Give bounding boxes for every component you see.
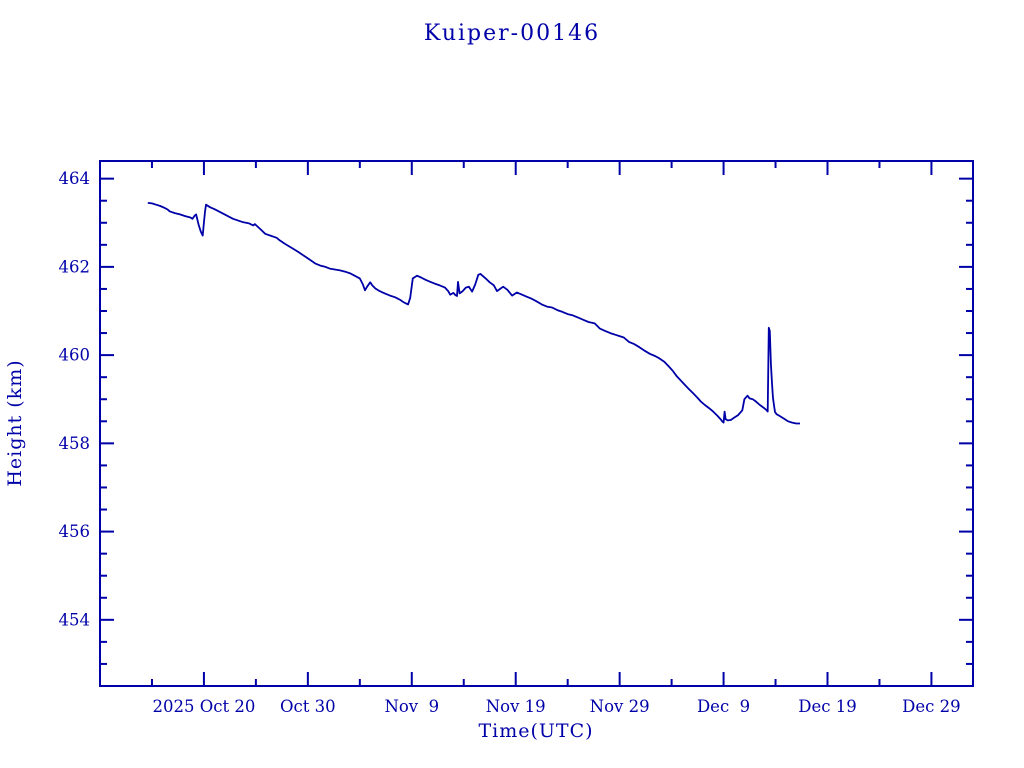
y-axis-title: Height (km) (4, 359, 26, 486)
x-tick-label: Nov 9 (384, 697, 439, 716)
series-height (147, 202, 800, 425)
y-tick-label: 460 (59, 346, 91, 365)
x-tick-label: Dec 19 (798, 697, 856, 716)
data-series-line (147, 202, 800, 425)
plot-frame (99, 160, 974, 687)
x-tick-label: Nov 19 (486, 697, 546, 716)
tick-labels: 2025 Oct 20 Oct 30 Nov 9 Nov 19 Nov 29 Dec 9 D… (59, 169, 961, 716)
x-tick-label: Dec 9 (697, 697, 750, 716)
plot-axes-box (99, 160, 974, 687)
x-tick-label: Oct 30 (280, 697, 336, 716)
chart-title: Kuiper-00146 (424, 21, 600, 46)
x-tick-label: Dec 29 (902, 697, 960, 716)
y-tick-label: 458 (59, 434, 91, 453)
x-tick-label: 2025 Oct 20 (152, 697, 255, 716)
y-tick-label: 464 (59, 169, 91, 188)
x-tick-label: Nov 29 (590, 697, 650, 716)
y-tick-label: 462 (59, 257, 91, 276)
y-tick-label: 456 (59, 522, 91, 541)
y-tick-label: 454 (59, 610, 91, 629)
x-axis-title: Time(UTC) (478, 720, 593, 742)
